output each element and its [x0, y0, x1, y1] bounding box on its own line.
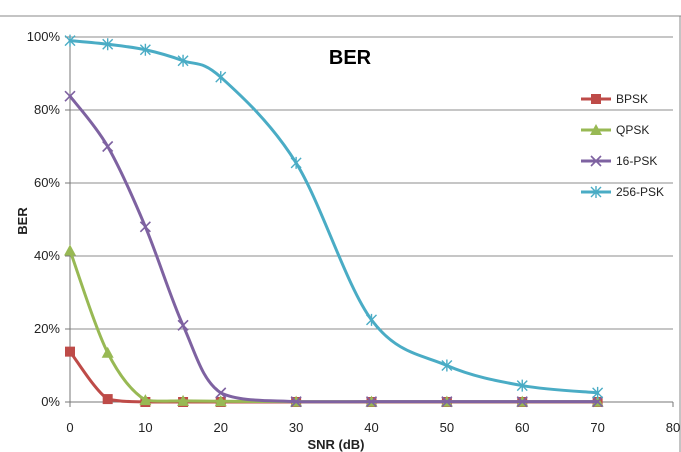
legend-item-256-psk: 256-PSK	[581, 185, 664, 199]
data-point-16-psk	[592, 396, 604, 408]
legend-marker	[590, 186, 602, 198]
legend-item-qpsk: QPSK	[581, 123, 649, 137]
y-tick-labels: 0% 20% 40% 60% 80% 100%	[27, 29, 61, 409]
legend-item-16-psk: 16-PSK	[581, 154, 657, 168]
x-tick-label: 30	[289, 420, 303, 435]
legend-marker	[590, 124, 602, 135]
legend-label: 256-PSK	[616, 185, 664, 199]
data-point-qpsk	[214, 395, 227, 407]
legend-marker	[591, 94, 601, 104]
series-256-psk	[64, 34, 604, 399]
data-point-16-psk	[64, 90, 76, 102]
data-point-16-psk	[215, 387, 227, 399]
x-tick-label: 50	[440, 420, 454, 435]
y-tick-label: 100%	[27, 29, 61, 44]
data-point-qpsk	[101, 346, 114, 358]
y-tick-label: 0%	[41, 394, 60, 409]
y-tick-label: 60%	[34, 175, 60, 190]
axes	[65, 35, 674, 407]
series-line-qpsk	[68, 249, 600, 404]
legend-marker	[590, 155, 602, 167]
series-group	[64, 34, 604, 408]
y-tick-label: 40%	[34, 248, 60, 263]
data-point-bpsk	[102, 394, 113, 405]
data-point-16-psk	[516, 396, 528, 408]
data-point-256-psk	[102, 38, 114, 51]
series-line-256-psk	[68, 39, 600, 395]
legend-label: BPSK	[616, 92, 648, 106]
data-point-qpsk	[177, 394, 190, 406]
data-point-256-psk	[516, 379, 528, 392]
data-point-bpsk	[65, 346, 75, 357]
y-tick-label: 20%	[34, 321, 60, 336]
data-point-256-psk	[290, 156, 302, 169]
series-16-psk	[64, 90, 604, 408]
series-line-bpsk	[68, 350, 600, 404]
legend: BPSK QPSK 16-PSK 256-PSK	[581, 92, 664, 199]
x-tick-label: 70	[590, 420, 604, 435]
data-point-16-psk	[139, 221, 151, 233]
data-point-16-psk	[177, 319, 189, 331]
data-point-16-psk	[102, 140, 114, 153]
data-point-qpsk	[139, 394, 152, 406]
gridlines	[70, 36, 673, 330]
data-point-16-psk	[290, 396, 302, 408]
x-tick-labels: 0 10 20 30 40 50 60 70 80	[66, 420, 680, 435]
data-point-256-psk	[592, 386, 604, 399]
data-point-256-psk	[441, 359, 453, 372]
legend-item-bpsk: BPSK	[581, 92, 648, 106]
legend-label: 16-PSK	[616, 154, 657, 168]
series-line-16-psk	[68, 94, 600, 404]
y-axis-title: BER	[15, 207, 30, 235]
data-point-qpsk	[64, 244, 76, 256]
x-tick-label: 80	[666, 420, 680, 435]
data-point-256-psk	[64, 34, 76, 47]
chart-title: BER	[329, 47, 372, 69]
data-point-256-psk	[215, 71, 227, 84]
x-axis-title: SNR (dB)	[307, 437, 364, 452]
data-point-16-psk	[365, 396, 378, 408]
x-tick-label: 10	[138, 420, 152, 435]
data-point-256-psk	[177, 54, 189, 67]
x-tick-label: 20	[214, 420, 228, 435]
data-point-16-psk	[441, 396, 453, 408]
x-tick-label: 0	[66, 420, 73, 435]
y-tick-label: 80%	[34, 102, 60, 117]
x-tick-label: 40	[364, 420, 378, 435]
data-point-256-psk	[139, 43, 151, 56]
legend-label: QPSK	[616, 123, 649, 137]
data-point-256-psk	[366, 313, 377, 326]
x-tick-label: 60	[515, 420, 529, 435]
